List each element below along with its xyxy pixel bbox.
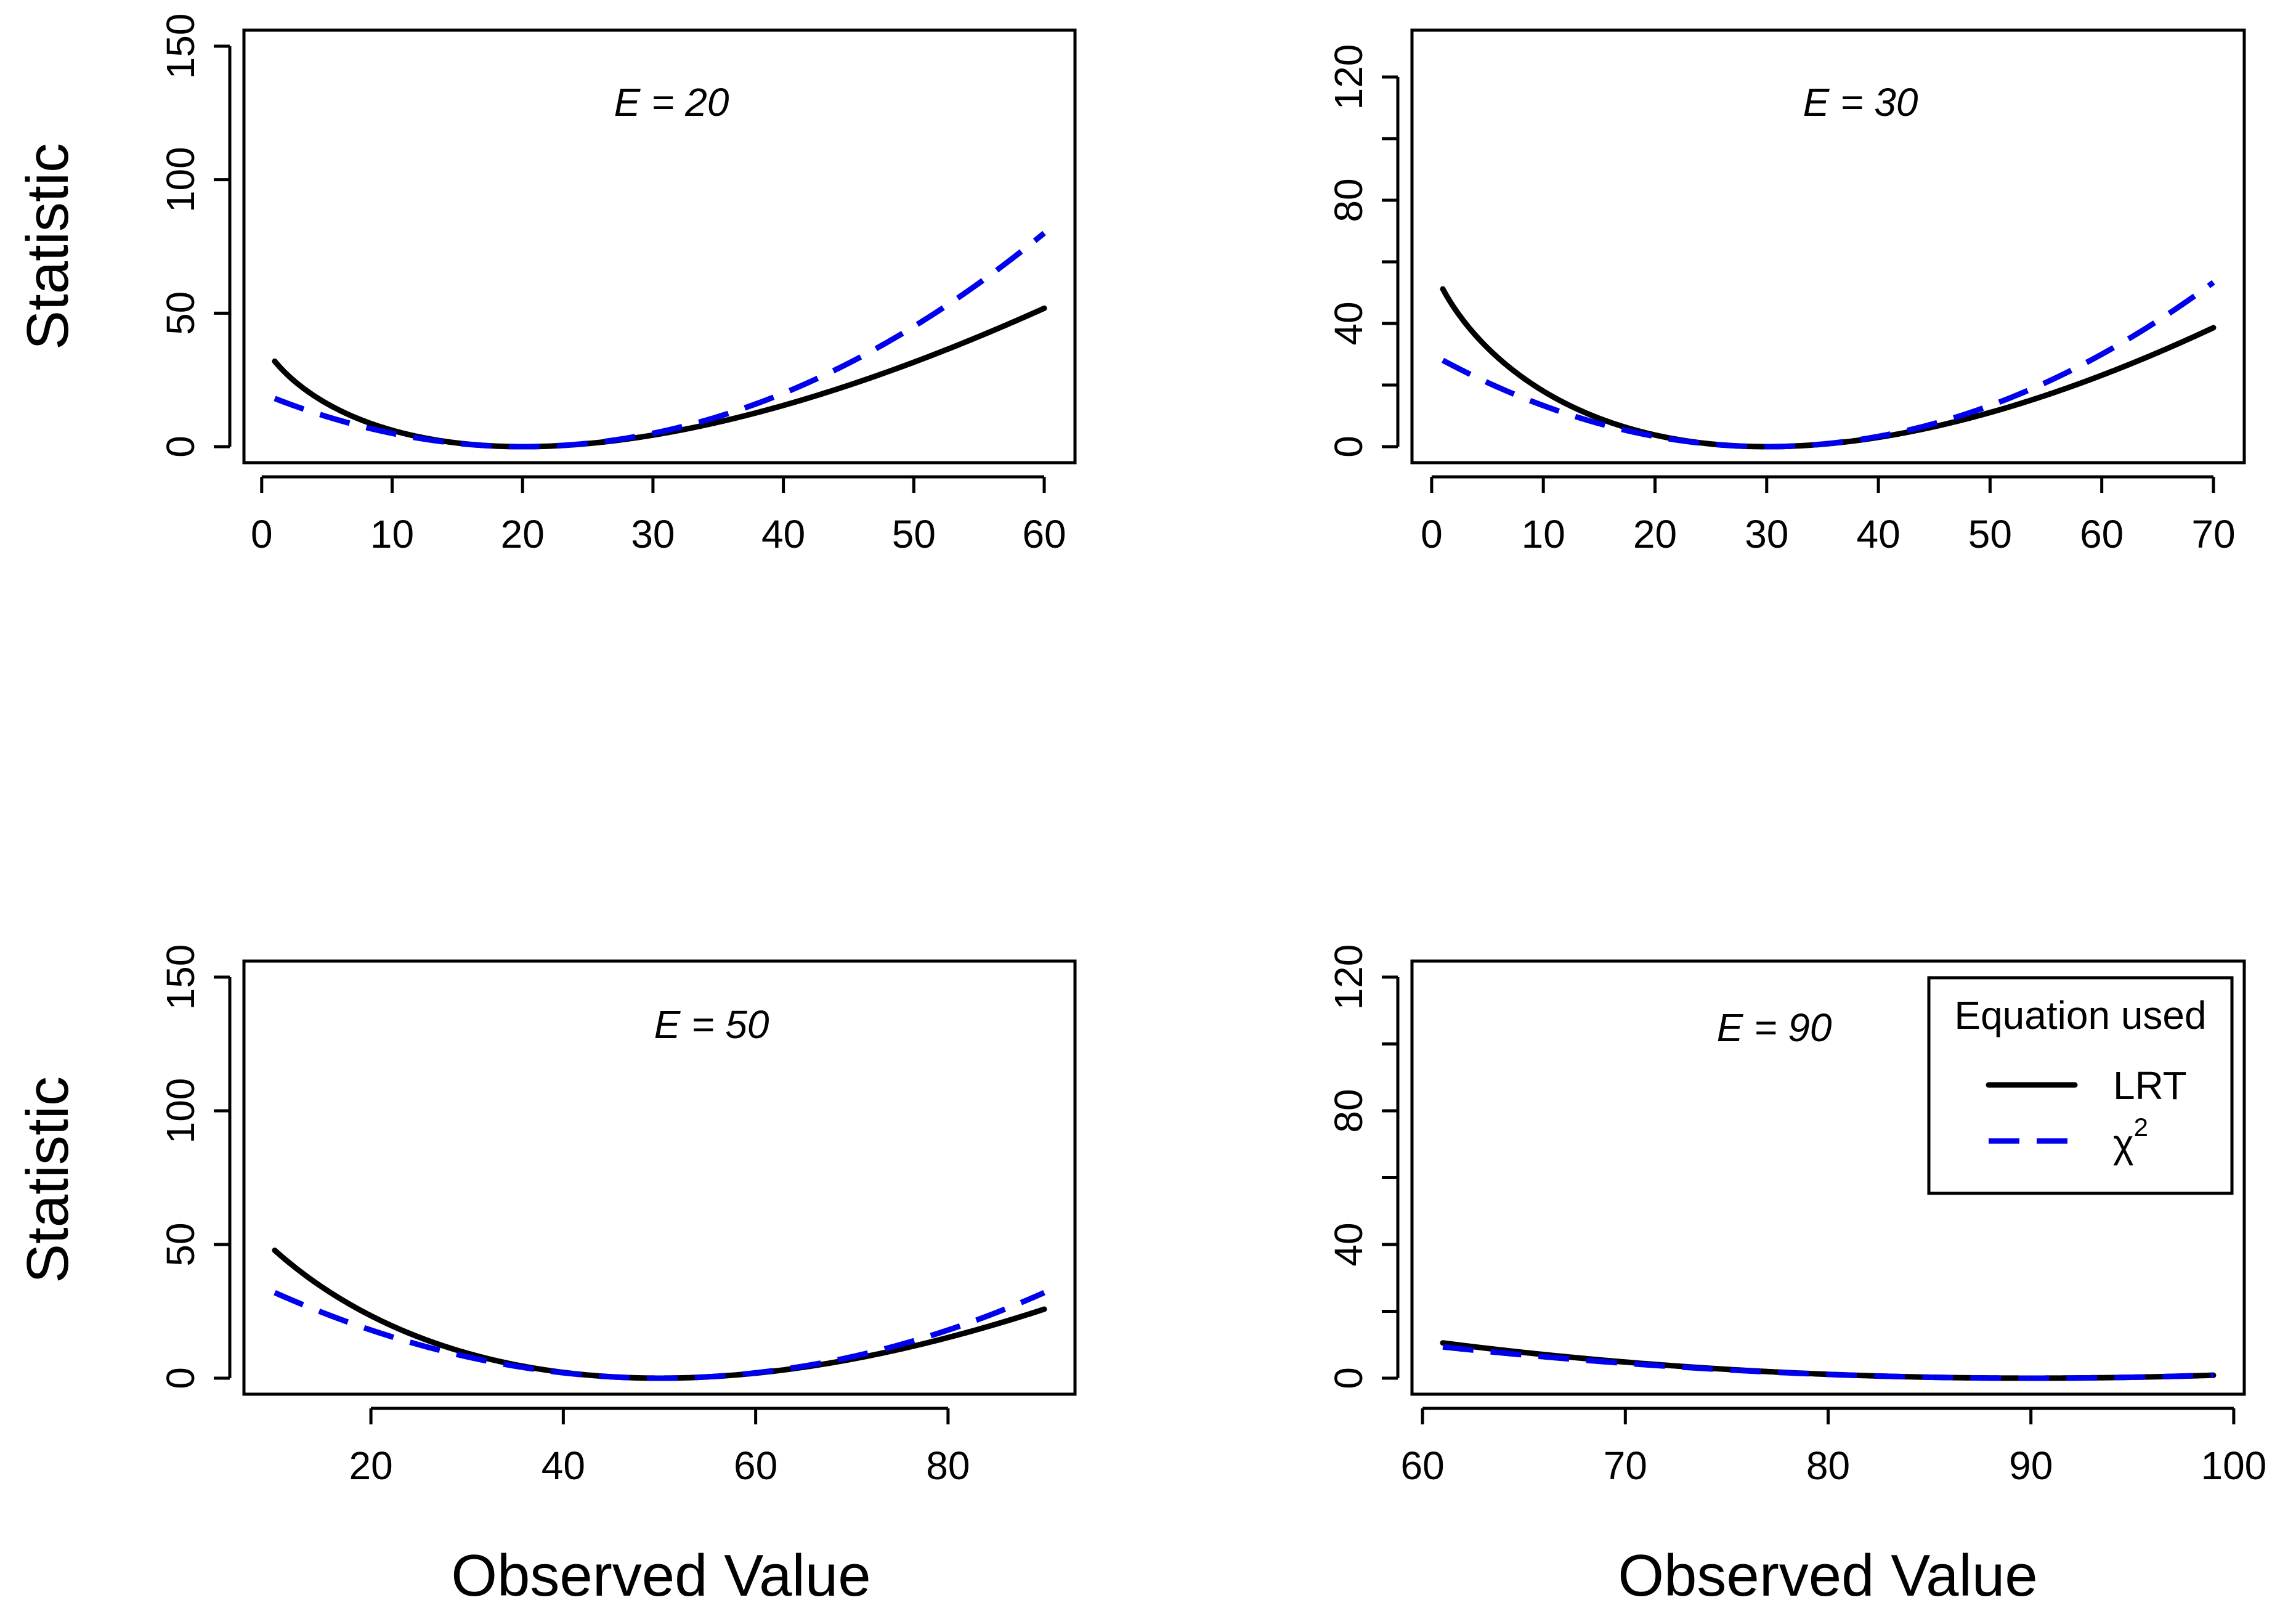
x-tick-label: 100 <box>2201 1443 2266 1488</box>
x-tick-label: 50 <box>892 512 936 556</box>
y-tick-label: 100 <box>158 1078 203 1144</box>
x-tick-label: 40 <box>542 1443 585 1488</box>
panel-2: 0 10 20 30 40 50 60 70 0 40 80 120 E = 30 <box>1326 28 2246 556</box>
legend: Equation used LRT χ2 <box>1927 976 2234 1195</box>
x-tick-label: 20 <box>349 1443 393 1488</box>
x-tick-label: 70 <box>1604 1443 1647 1488</box>
x-tick-label: 20 <box>1633 512 1677 556</box>
x-tick-label: 40 <box>761 512 805 556</box>
y-axis-title-bottom: Statistic <box>15 1076 81 1283</box>
panel-3: 20 40 60 80 0 50 100 150 E = 50 <box>158 944 1077 1488</box>
y-tick-label: 0 <box>1326 1367 1371 1389</box>
series-chisq-line <box>1442 1344 2214 1381</box>
y-tick-label: 0 <box>158 436 203 458</box>
series-lrt-line <box>1440 286 2217 450</box>
panel-label: E = 20 <box>614 80 729 124</box>
plot-frame <box>242 959 1077 1396</box>
series-lrt-line <box>272 1247 1047 1381</box>
x-tick-label: 60 <box>1022 512 1066 556</box>
y-tick-label: 40 <box>1326 1222 1371 1266</box>
y-tick-label: 120 <box>1326 44 1371 110</box>
x-tick-label: 30 <box>1745 512 1788 556</box>
x-tick-label: 90 <box>2009 1443 2053 1488</box>
legend-label-chisq-superscript: 2 <box>2134 1113 2148 1142</box>
series-chisq-line <box>1441 280 2215 450</box>
plot-frame <box>242 28 1077 465</box>
legend-label-chisq-symbol: χ <box>2113 1121 2134 1166</box>
y-tick-label: 50 <box>158 1222 203 1266</box>
panel-label: E = 90 <box>1717 1005 1832 1050</box>
series-chisq-line <box>274 230 1046 450</box>
x-tick-label: 0 <box>1421 512 1443 556</box>
y-tick-label: 80 <box>1326 178 1371 222</box>
x-axis-title-right: Observed Value <box>1618 1543 2037 1609</box>
x-tick-label: 70 <box>2191 512 2235 556</box>
plot-frame <box>1410 959 2246 1396</box>
x-tick-label: 60 <box>2080 512 2124 556</box>
x-tick-label: 80 <box>1806 1443 1850 1488</box>
x-tick-label: 10 <box>1522 512 1565 556</box>
x-tick-label: 80 <box>926 1443 970 1488</box>
x-tick-label: 50 <box>1968 512 2012 556</box>
y-tick-label: 100 <box>158 147 203 213</box>
panel-label: E = 50 <box>654 1002 769 1047</box>
x-tick-label: 60 <box>734 1443 777 1488</box>
series-lrt-line <box>272 305 1047 450</box>
y-tick-label: 40 <box>1326 301 1371 345</box>
x-tick-label: 10 <box>370 512 414 556</box>
panel-1: 0 10 20 30 40 50 60 0 50 100 150 E = 20 <box>158 14 1077 556</box>
y-tick-label: 0 <box>158 1367 203 1389</box>
series-chisq-line <box>274 1289 1045 1381</box>
panel-label: E = 30 <box>1803 80 1918 124</box>
y-tick-label: 120 <box>1326 944 1371 1010</box>
x-tick-label: 20 <box>501 512 545 556</box>
panel-4: 60 70 80 90 100 0 40 80 120 E = 90 <box>1326 944 2266 1488</box>
y-tick-label: 150 <box>158 14 203 79</box>
legend-title: Equation used <box>1954 993 2206 1037</box>
y-axis-title-top: Statistic <box>15 143 81 350</box>
plot-frame <box>1410 28 2246 465</box>
x-tick-label: 40 <box>1856 512 1900 556</box>
x-tick-label: 60 <box>1401 1443 1445 1488</box>
x-tick-label: 30 <box>631 512 675 556</box>
x-axis-title-left: Observed Value <box>451 1543 870 1609</box>
legend-label-lrt: LRT <box>2113 1063 2187 1108</box>
y-tick-label: 80 <box>1326 1089 1371 1132</box>
y-tick-label: 50 <box>158 291 203 335</box>
x-tick-label: 0 <box>251 512 273 556</box>
y-tick-label: 0 <box>1326 436 1371 458</box>
legend-box <box>1927 976 2234 1195</box>
y-tick-label: 150 <box>158 944 203 1010</box>
legend-label-chisq: χ2 <box>2113 1113 2148 1166</box>
